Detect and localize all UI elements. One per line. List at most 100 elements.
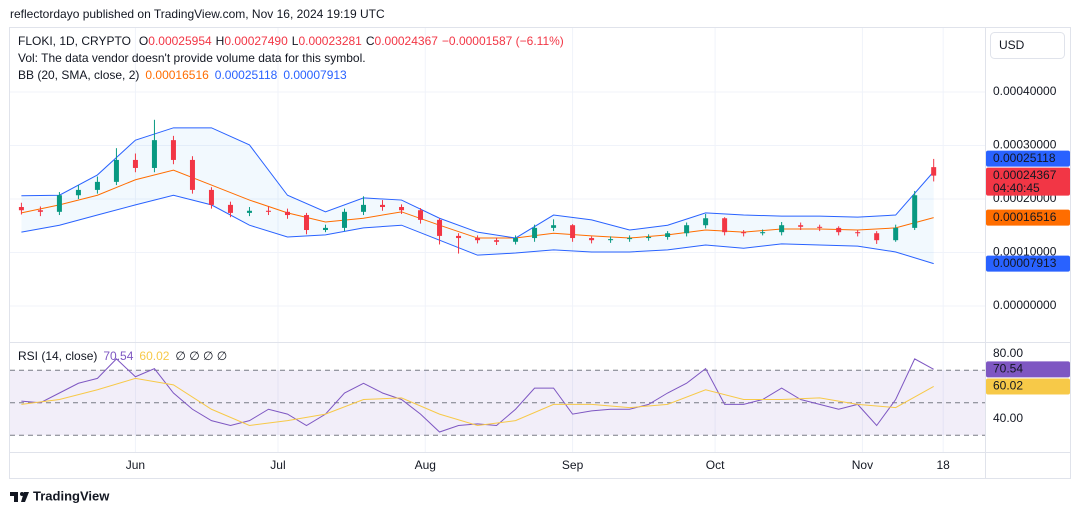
candle-body <box>189 159 195 190</box>
candle-body <box>56 195 62 212</box>
currency-button-box[interactable] <box>990 32 1065 59</box>
candle-body <box>836 227 842 233</box>
rsi-legend: RSI (14, close) 70.54 60.02 ∅ ∅ ∅ ∅ <box>18 349 227 363</box>
candle-body <box>513 238 519 242</box>
ohlc-value: 0.00027490 <box>224 34 288 48</box>
candle-body <box>380 204 386 208</box>
candle-body <box>779 225 785 233</box>
bb-value: 0.00016516 <box>145 68 209 82</box>
logo-slash <box>21 492 29 502</box>
candle-body <box>151 140 157 168</box>
ohlc-key: L <box>292 34 299 48</box>
rsi-tick-label: 80.00 <box>993 346 1023 360</box>
candle-body <box>75 189 81 196</box>
candle-body <box>589 238 595 241</box>
bb-title: BB (20, SMA, close, 2) <box>18 68 139 82</box>
candle-body <box>170 140 176 160</box>
candle-body <box>684 225 690 234</box>
ohlc-value: 0.00023281 <box>298 34 362 48</box>
currency-button-label[interactable]: USD <box>999 38 1025 52</box>
price-tick-label: 0.00030000 <box>993 138 1057 152</box>
currency-button[interactable]: USD <box>990 32 1065 59</box>
candle-body <box>532 227 538 239</box>
candle-body <box>760 232 766 234</box>
band-line <box>21 127 935 239</box>
price-badge-label: 0.00025118 <box>993 151 1056 165</box>
candle-body <box>18 207 24 211</box>
price-tick-label: 0.00010000 <box>993 245 1057 259</box>
candle-body <box>37 210 43 212</box>
time-tick-label: Jun <box>126 458 145 472</box>
candle-body <box>475 238 481 241</box>
bb-legend: BB (20, SMA, close, 2) 0.00016516 0.000251… <box>18 68 347 82</box>
rsi-line <box>21 358 934 433</box>
candle-body <box>551 225 557 228</box>
logo-dot <box>20 492 24 496</box>
candle-body <box>494 240 500 242</box>
candle-body <box>418 210 424 220</box>
candle-body <box>265 210 271 212</box>
candle-body <box>208 189 214 205</box>
rsi-title: RSI (14, close) <box>18 349 97 363</box>
time-tick-label: Jul <box>270 458 285 472</box>
price-badge <box>986 378 1070 395</box>
time-tick-label: 18 <box>937 458 951 472</box>
candle-body <box>284 211 290 216</box>
candle-body <box>132 159 138 168</box>
price-badge <box>986 255 1070 272</box>
logo-stem <box>14 492 18 502</box>
candle-body <box>722 218 728 233</box>
symbol-legend: FLOKI, 1D, CRYPTO O0.00025954 H0.00027490 L… <box>18 34 564 48</box>
candle-body <box>817 226 823 228</box>
candle-body <box>798 225 804 227</box>
candle-body <box>399 207 405 211</box>
tradingview-logo <box>10 492 29 502</box>
candle-body <box>94 181 100 190</box>
price-badge-label: 70.54 <box>993 362 1023 376</box>
bb-value: 0.00007913 <box>283 68 347 82</box>
publish-header: reflectordayo published on TradingView.c… <box>10 7 385 21</box>
footer-brand: TradingView <box>33 488 110 503</box>
ohlc-key: H <box>216 34 225 48</box>
ohlc-value: 0.00024367 <box>375 34 439 48</box>
time-tick-label: Sep <box>562 458 584 472</box>
ohlc-key: O <box>139 34 148 48</box>
candle-body <box>246 210 252 213</box>
candle-body <box>874 233 880 241</box>
candle-body <box>665 233 671 237</box>
candle-body <box>342 211 348 228</box>
band-line <box>21 194 934 265</box>
countdown-label: 04:40:45 <box>993 181 1040 195</box>
price-badge-label: 0.00024367 <box>993 168 1057 182</box>
candle-body <box>570 225 576 239</box>
chart-panes: Jun Jul Aug Sep Oct Nov 18 0.00040000 0.00030000… <box>10 28 1057 472</box>
candle-body <box>646 236 652 239</box>
price-badge <box>986 150 1070 167</box>
candle-body <box>303 215 309 231</box>
price-badge-label: 60.02 <box>993 379 1023 393</box>
legends: FLOKI, 1D, CRYPTO O0.00025954 H0.00027490 L… <box>18 34 564 363</box>
price-tick-label: 0.00040000 <box>993 84 1057 98</box>
time-tick-label: Oct <box>706 458 725 472</box>
candle-body <box>627 238 633 240</box>
time-tick-label: Aug <box>415 458 436 472</box>
time-tick-label: Nov <box>852 458 873 472</box>
candle-body <box>361 204 367 212</box>
candle-body <box>608 239 614 241</box>
price-badge <box>986 167 1070 196</box>
candle-body <box>322 227 328 231</box>
change-value: −0.00001587 (−6.11%) <box>442 34 564 48</box>
rsi-value: 60.02 <box>139 349 169 363</box>
candle-body <box>855 232 861 234</box>
candle-body <box>227 204 233 213</box>
price-badge <box>986 209 1070 226</box>
volume-note: Vol: The data vendor doesn't provide vol… <box>18 51 366 65</box>
candle-body <box>931 167 937 176</box>
price-badge-label: 0.00007913 <box>993 256 1057 270</box>
price-badge <box>986 361 1070 378</box>
rsi-tick-label: 40.00 <box>993 411 1023 425</box>
candle-body <box>741 232 747 234</box>
ohlc-value: 0.00025954 <box>148 34 212 48</box>
